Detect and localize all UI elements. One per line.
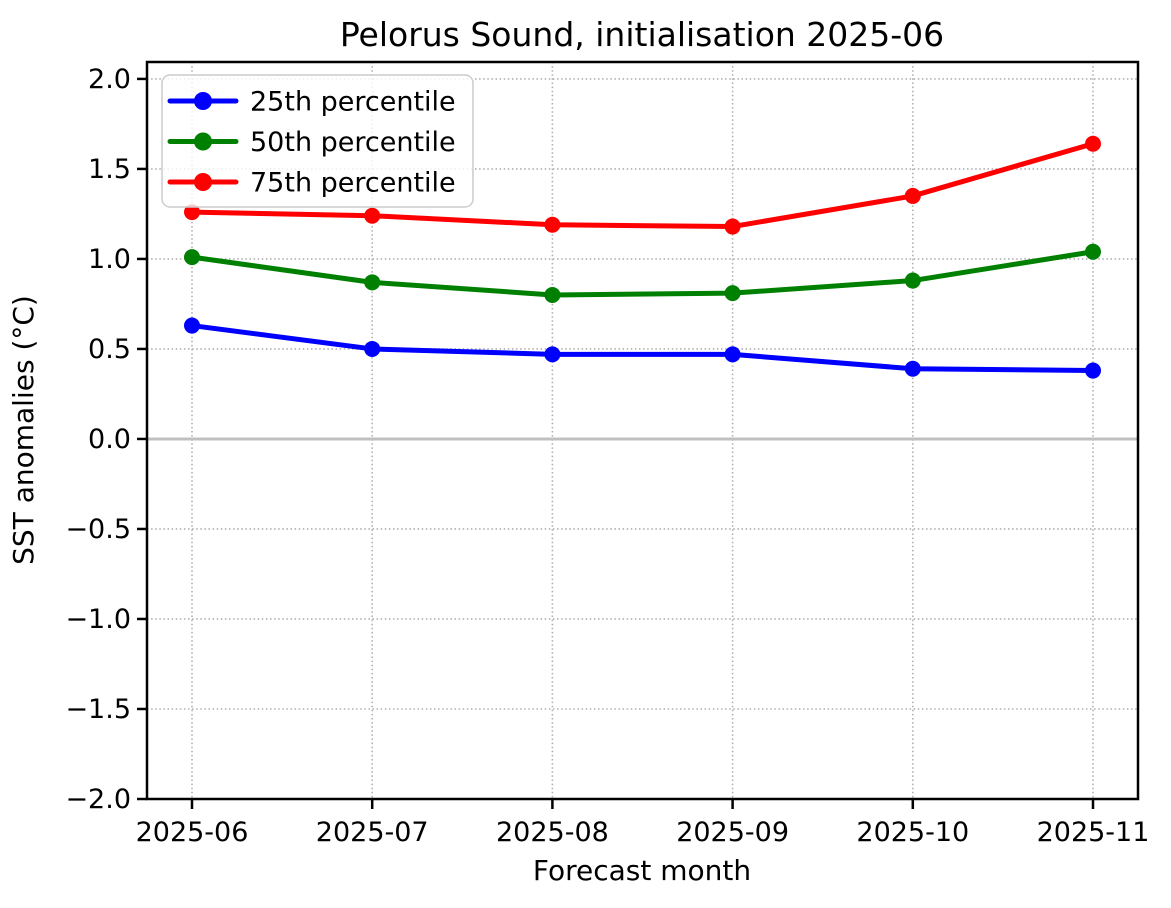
data-point-50th-percentile <box>904 272 921 289</box>
data-point-75th-percentile <box>184 204 200 221</box>
x-axis-label: Forecast month <box>533 854 751 887</box>
legend-box <box>161 74 474 208</box>
legend-marker-25th-percentile <box>194 92 212 110</box>
data-point-75th-percentile <box>724 218 741 235</box>
series-group <box>184 135 1101 379</box>
data-point-25th-percentile <box>724 346 741 363</box>
y-tick-label: 1.0 <box>88 244 131 275</box>
data-point-75th-percentile <box>904 187 921 204</box>
data-point-75th-percentile <box>364 207 381 224</box>
legend-label-25th-percentile: 25th percentile <box>250 87 456 118</box>
series-line-50th-percentile <box>189 249 1096 298</box>
y-tick-label: 0.0 <box>88 424 131 455</box>
data-point-25th-percentile <box>1085 362 1101 379</box>
legend-label-75th-percentile: 75th percentile <box>250 168 456 199</box>
series-line-75th-percentile <box>189 141 1096 230</box>
legend-marker-50th-percentile <box>194 132 212 151</box>
data-point-25th-percentile <box>184 317 200 334</box>
data-point-50th-percentile <box>724 285 741 302</box>
chart-title: Pelorus Sound, initialisation 2025-06 <box>340 15 944 54</box>
x-tick-label: 2025-10 <box>856 817 969 848</box>
axis-ticks: 2025-06 2025-07 2025-08 2025-09 2025-10 2025-… <box>65 64 1149 848</box>
axes-spines <box>145 60 1140 801</box>
y-axis-label: SST anomalies (°C) <box>7 295 40 565</box>
data-point-75th-percentile <box>544 216 561 233</box>
y-tick-label: −1.5 <box>65 694 131 725</box>
y-tick-label: 1.5 <box>88 154 131 185</box>
y-tick-label: 0.5 <box>88 334 131 365</box>
data-point-25th-percentile <box>904 360 921 377</box>
data-point-50th-percentile <box>544 286 561 303</box>
plot-area: 2025-06 2025-07 2025-08 2025-09 2025-10 2025-… <box>65 60 1149 848</box>
legend: 25th percentile 50th percentile 75th perce… <box>161 74 474 208</box>
y-tick-label: 2.0 <box>88 64 131 95</box>
y-tick-label: −0.5 <box>65 514 131 545</box>
legend-label-50th-percentile: 50th percentile <box>250 127 456 158</box>
data-point-50th-percentile <box>364 274 381 291</box>
legend-marker-75th-percentile <box>194 173 212 191</box>
x-tick-label: 2025-08 <box>496 817 609 848</box>
y-tick-label: −1.0 <box>65 604 131 635</box>
x-tick-label: 2025-09 <box>676 817 789 848</box>
x-tick-label: 2025-11 <box>1037 817 1150 848</box>
data-point-50th-percentile <box>184 249 200 266</box>
data-point-75th-percentile <box>1085 135 1101 152</box>
data-point-25th-percentile <box>364 340 381 357</box>
x-tick-label: 2025-07 <box>316 817 429 848</box>
y-tick-label: −2.0 <box>65 784 131 815</box>
x-tick-label: 2025-06 <box>136 817 249 848</box>
data-point-25th-percentile <box>544 346 561 363</box>
data-point-50th-percentile <box>1085 243 1101 260</box>
series-line-25th-percentile <box>189 323 1096 374</box>
